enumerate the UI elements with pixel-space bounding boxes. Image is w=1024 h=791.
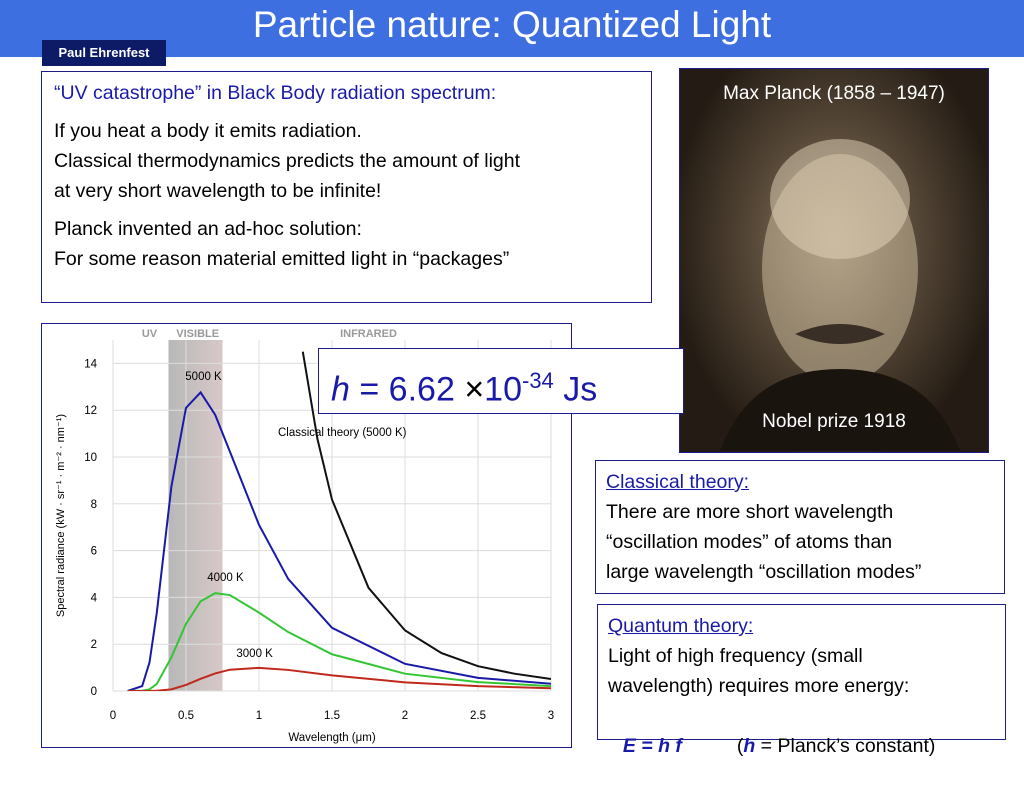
portrait-caption: Max Planck (1858 – 1947): [723, 83, 945, 104]
line: For some reason material emitted light i…: [54, 248, 510, 270]
chart: UV VISIBLE INFRARED 0 2 4 6 8 10 12 14 0 0.5 1 1.5 2 2.5…: [55, 328, 554, 744]
y-tick-label: 6: [91, 546, 97, 558]
band-label: INFRARED: [340, 328, 397, 340]
band-label: UV: [142, 328, 158, 340]
x-tick-label: 0: [110, 710, 116, 722]
equation-line: E = h f (h = Planck’s constant): [608, 701, 995, 791]
y-tick-label: 14: [84, 358, 97, 370]
x-tick-label: 3: [548, 710, 554, 722]
x-tick-label: 1: [256, 710, 262, 722]
portrait-note: Nobel prize 1918: [762, 411, 906, 432]
y-tick-label: 4: [91, 592, 98, 604]
series-label: 3000 K: [236, 648, 273, 660]
line: Classical thermodynamics predicts the am…: [54, 150, 521, 172]
line: “oscillation modes” of atoms than: [606, 531, 893, 553]
author-badge: Paul Ehrenfest: [42, 40, 166, 66]
formula-box: h = 6.62 ×10-34 Js: [318, 348, 684, 414]
y-tick-label: 10: [84, 452, 97, 464]
series-line: [127, 592, 551, 691]
paragraph: If you heat a body it emits radiation. C…: [54, 116, 639, 206]
line: wavelength) requires more energy:: [608, 675, 910, 697]
line: Planck invented an ad-hoc solution:: [54, 218, 362, 240]
slide: Particle nature: Quantized Light Paul Eh…: [0, 0, 1024, 757]
line: If you heat a body it emits radiation.: [54, 120, 362, 142]
formula-symbol: h: [331, 370, 350, 409]
series-line: [127, 666, 551, 691]
y-tick-label: 12: [84, 405, 97, 417]
note-symbol: h: [743, 735, 756, 757]
equation: E = h f: [622, 735, 682, 757]
series-label: 5000 K: [185, 371, 222, 383]
header-bar: [0, 0, 1024, 57]
quantum-heading: Quantum theory:: [608, 615, 754, 637]
line: at very short wavelength to be infinite!: [54, 180, 382, 202]
classical-box: Classical theory: There are more short w…: [595, 460, 1005, 594]
band-label: VISIBLE: [176, 328, 219, 340]
x-tick-label: 1.5: [324, 710, 340, 722]
x-axis-label: Wavelength (μm): [288, 732, 376, 744]
line: large wavelength “oscillation modes”: [606, 561, 922, 583]
line: Light of high frequency (small: [608, 645, 863, 667]
quantum-box: Quantum theory: Light of high frequency …: [597, 604, 1006, 757]
y-tick-label: 8: [91, 499, 97, 511]
formula-value: = 6.62: [359, 370, 455, 409]
paragraph: Planck invented an ad-hoc solution: For …: [54, 214, 639, 274]
formula-exponent: -34: [522, 368, 554, 393]
note: (: [736, 735, 744, 757]
y-tick-label: 0: [91, 686, 97, 698]
formula-times: ×: [464, 370, 485, 409]
intro-box: “UV catastrophe” in Black Body radiation…: [41, 71, 652, 303]
x-tick-label: 0.5: [178, 710, 194, 722]
series-label: 4000 K: [207, 572, 244, 584]
y-axis-label: Spectral radiance (kW · sr⁻¹ · m⁻² · nm⁻…: [55, 414, 67, 617]
portrait: Max Planck (1858 – 1947) Nobel prize 191…: [679, 68, 989, 453]
series-label: Classical theory (5000 K): [278, 427, 407, 439]
note: = Planck’s constant): [755, 735, 936, 757]
x-tick-label: 2.5: [470, 710, 486, 722]
formula-base: 10: [484, 370, 522, 409]
title: Particle nature: Quantized Light: [252, 4, 772, 45]
formula-unit: Js: [563, 370, 598, 409]
series-line: [301, 351, 551, 681]
x-tick-label: 2: [402, 710, 408, 722]
series-line: [127, 390, 551, 691]
line: There are more short wavelength: [606, 501, 894, 523]
y-tick-label: 2: [91, 639, 97, 651]
visible-band: [168, 340, 223, 691]
portrait-silhouette: [720, 139, 960, 451]
classical-heading: Classical theory:: [606, 471, 750, 493]
intro-heading: “UV catastrophe” in Black Body radiation…: [54, 82, 497, 104]
